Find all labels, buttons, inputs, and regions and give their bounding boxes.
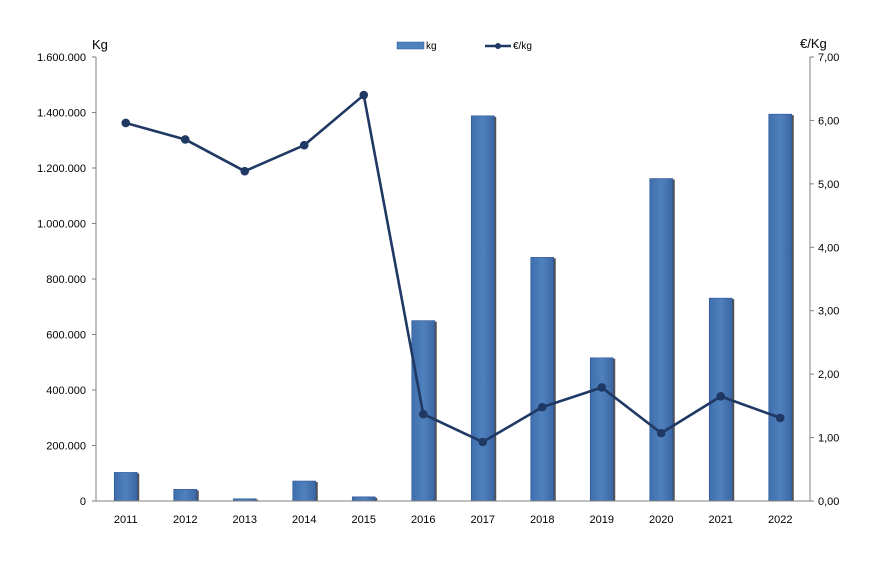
right-axis-ticks: 0,00 1,00 2,00 3,00 4,00 5,00 6,00 7,00 (810, 52, 839, 508)
price-marker (775, 413, 785, 423)
price-marker (240, 166, 250, 176)
price-marker (716, 392, 726, 401)
price-marker (121, 118, 131, 128)
price-marker (180, 135, 190, 144)
left-tick-label: 1.000.000 (37, 219, 86, 231)
kg-bars (113, 113, 794, 502)
x-tick-label: 2016 (411, 514, 435, 526)
left-axis-title: Kg (92, 37, 108, 52)
legend-price-label: €/kg (513, 41, 532, 52)
left-tick-label: 400.000 (46, 385, 86, 397)
right-tick-label: 7,00 (818, 52, 839, 64)
right-tick-label: 1,00 (818, 433, 839, 445)
right-axis-title: €/Kg (800, 36, 827, 51)
x-tick-label: 2021 (709, 514, 733, 526)
legend-kg-swatch (396, 41, 425, 50)
left-tick-label: 600.000 (46, 330, 86, 342)
left-tick-label: 0 (80, 496, 86, 508)
price-marker (359, 90, 369, 100)
right-tick-label: 5,00 (818, 179, 839, 191)
x-tick-label: 2011 (114, 514, 138, 526)
left-tick-label: 200.000 (46, 441, 86, 453)
left-tick-label: 800.000 (46, 274, 86, 286)
kg-bar (649, 178, 674, 502)
left-axis-ticks: 0 200.000 400.000 600.000 800.000 1.000.000 1.… (37, 52, 96, 508)
x-tick-label: 2018 (530, 514, 554, 526)
kg-bar (173, 489, 198, 502)
x-tick-label: 2012 (173, 514, 197, 526)
right-tick-label: 3,00 (818, 306, 839, 318)
price-marker (478, 437, 488, 447)
legend-kg-label: kg (426, 41, 437, 52)
price-marker (299, 140, 309, 150)
x-tick-label: 2015 (352, 514, 376, 526)
x-tick-label: 2022 (768, 514, 792, 526)
price-line (125, 93, 781, 444)
x-axis-labels: 2011 2012 2013 2014 2015 2016 2017 2018 2019 2020… (114, 514, 793, 526)
right-tick-label: 6,00 (818, 115, 839, 127)
price-line-series (121, 90, 785, 447)
x-tick-label: 2014 (292, 514, 316, 526)
left-tick-label: 1.400.000 (37, 108, 86, 120)
kg-bar (351, 496, 376, 502)
kg-bar (113, 472, 138, 502)
price-marker (418, 409, 428, 419)
x-tick-label: 2019 (590, 514, 614, 526)
left-tick-label: 1.600.000 (37, 52, 86, 64)
legend-price-marker (495, 43, 501, 49)
kg-bar (768, 113, 793, 502)
legend: kg €/kg (396, 41, 532, 52)
x-tick-label: 2017 (471, 514, 495, 526)
x-tick-label: 2013 (233, 514, 257, 526)
price-marker (597, 383, 607, 392)
price-marker (656, 428, 666, 438)
price-marker (537, 402, 547, 412)
kg-bar (530, 257, 555, 502)
right-tick-label: 0,00 (818, 496, 839, 508)
x-tick-label: 2020 (649, 514, 673, 526)
right-tick-label: 4,00 (818, 242, 839, 254)
right-tick-label: 2,00 (818, 369, 839, 381)
kg-bar (292, 480, 317, 502)
kg-bar (589, 357, 614, 502)
left-tick-label: 1.200.000 (37, 163, 86, 175)
